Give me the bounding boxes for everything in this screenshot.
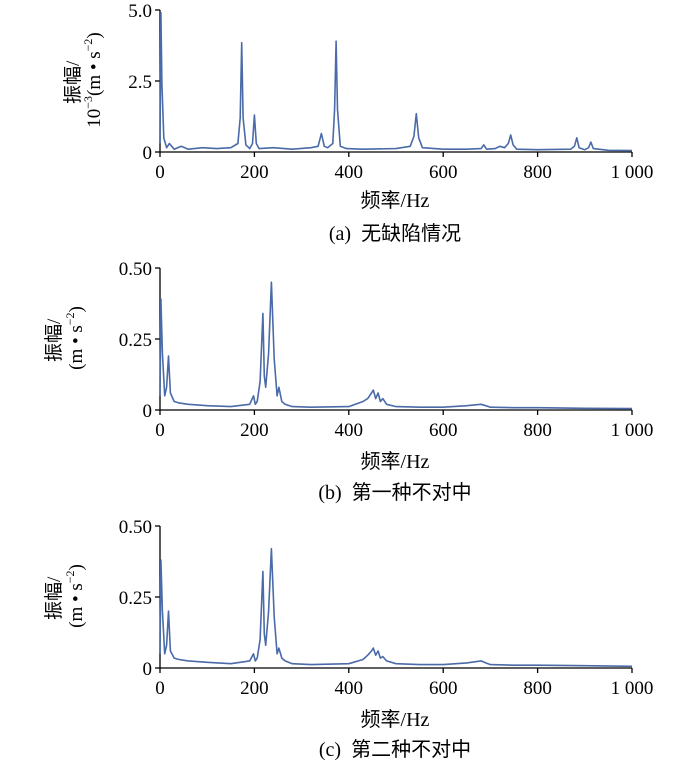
y-axis-title-b-unit-end: ) bbox=[66, 306, 87, 312]
y-axis-title-c-unit-exp: −2 bbox=[63, 570, 77, 583]
y-axis-title-a-unit: (m • s bbox=[84, 51, 105, 96]
y-axis-title-a-exp: −3 bbox=[81, 96, 95, 109]
x-tick-label-a-5: 1 000 bbox=[611, 162, 654, 183]
y-tick-label-a-1: 2.5 bbox=[128, 72, 152, 93]
x-tick-label-c-0: 0 bbox=[155, 678, 165, 699]
y-tick-label-b-1: 0.25 bbox=[119, 330, 152, 351]
y-axis-title-b: 振幅/ (m • s−2) bbox=[43, 306, 87, 370]
y-axis-title-a-line1: 振幅/ bbox=[62, 60, 84, 104]
y-tick-label-c-1: 0.25 bbox=[119, 588, 152, 609]
y-tick-label-a-2: 5.0 bbox=[128, 1, 152, 22]
x-axis-title-c: 频率/Hz bbox=[361, 708, 430, 731]
x-tick-label-b-4: 800 bbox=[523, 420, 552, 441]
x-axis-title-a: 频率/Hz bbox=[361, 189, 430, 212]
x-tick-label-b-2: 400 bbox=[335, 420, 364, 441]
x-tick-label-a-3: 600 bbox=[429, 162, 458, 183]
x-tick-label-c-2: 400 bbox=[335, 678, 364, 699]
plot-area-b: 0 200 400 600 800 1 000 0 0.25 0.50 bbox=[119, 259, 654, 441]
x-tick-label-a-2: 400 bbox=[335, 162, 364, 183]
y-axis-title-a-unit-end: ) bbox=[84, 32, 105, 38]
y-axis-title-b-line1: 振幅/ bbox=[43, 318, 65, 362]
y-axis-title-c-unit-end: ) bbox=[66, 564, 87, 570]
spectrum-line-c bbox=[159, 547, 633, 668]
x-tick-label-c-5: 1 000 bbox=[611, 678, 654, 699]
plot-area-c: 0 200 400 600 800 1 000 0 0.25 0.50 bbox=[119, 517, 654, 699]
y-axis-title-b-unit-exp: −2 bbox=[63, 312, 77, 325]
caption-c: (c) 第二种不对中 bbox=[319, 738, 471, 761]
y-axis-title-c: 振幅/ (m • s−2) bbox=[43, 564, 87, 628]
x-tick-label-a-0: 0 bbox=[155, 162, 165, 183]
y-axis-title-b-unit: (m • s bbox=[66, 325, 87, 370]
panel-a: 0 200 400 600 800 1 000 0 2.5 5.0 频率/Hz (a) 无缺陷情… bbox=[62, 1, 653, 245]
x-tick-label-b-0: 0 bbox=[155, 420, 165, 441]
x-tick-label-c-1: 200 bbox=[240, 678, 269, 699]
x-tick-label-b-1: 200 bbox=[240, 420, 269, 441]
x-axis-title-b: 频率/Hz bbox=[361, 450, 430, 473]
y-axis-title-a-unit-exp: −2 bbox=[81, 39, 95, 52]
spectrum-line-a bbox=[159, 12, 633, 152]
y-axis-title-c-unit: (m • s bbox=[66, 583, 87, 628]
y-tick-label-c-0: 0 bbox=[143, 659, 153, 680]
x-tick-label-a-1: 200 bbox=[240, 162, 269, 183]
plot-area-a: 0 200 400 600 800 1 000 0 2.5 5.0 bbox=[128, 1, 653, 183]
y-axis-title-a-exp-base: 10 bbox=[84, 109, 105, 128]
y-tick-label-b-0: 0 bbox=[143, 401, 153, 422]
y-axis-title-a: 振幅/ 10−3(m • s−2) bbox=[62, 32, 105, 128]
y-tick-label-a-0: 0 bbox=[143, 143, 153, 164]
y-tick-label-b-2: 0.50 bbox=[119, 259, 152, 280]
x-tick-label-c-3: 600 bbox=[429, 678, 458, 699]
y-tick-label-c-2: 0.50 bbox=[119, 517, 152, 538]
x-tick-label-a-4: 800 bbox=[523, 162, 552, 183]
x-tick-label-b-5: 1 000 bbox=[611, 420, 654, 441]
caption-b: (b) 第一种不对中 bbox=[318, 481, 471, 504]
caption-a: (a) 无缺陷情况 bbox=[329, 222, 461, 245]
panel-c: 0 200 400 600 800 1 000 0 0.25 0.50 频率/Hz (c) 第二… bbox=[43, 517, 653, 761]
spectrum-line-b bbox=[159, 281, 633, 410]
y-axis-title-c-line1: 振幅/ bbox=[43, 576, 65, 620]
x-tick-label-b-3: 600 bbox=[429, 420, 458, 441]
x-tick-label-c-4: 800 bbox=[523, 678, 552, 699]
panel-b: 0 200 400 600 800 1 000 0 0.25 0.50 频率/Hz (b) 第一… bbox=[43, 259, 653, 504]
